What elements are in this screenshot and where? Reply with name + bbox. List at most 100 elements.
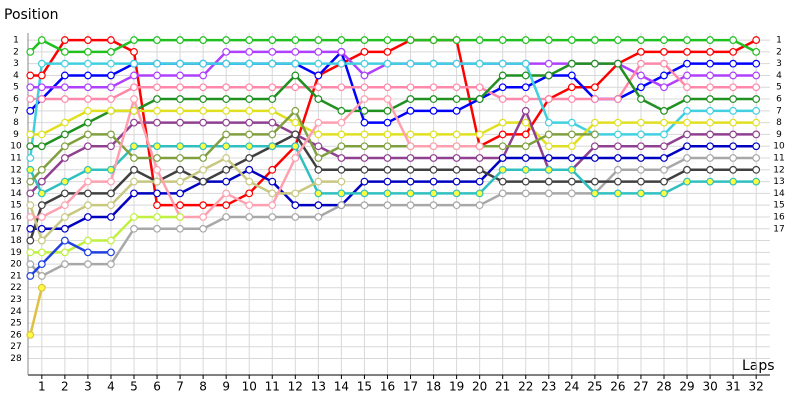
lap-marker bbox=[729, 142, 738, 151]
lap-marker bbox=[245, 142, 254, 151]
x-tick-label: 13 bbox=[311, 380, 326, 394]
lap-marker bbox=[314, 95, 323, 103]
lap-marker bbox=[683, 36, 691, 44]
lap-marker bbox=[107, 142, 115, 151]
lap-marker bbox=[752, 165, 761, 174]
y-tick-label: 13 bbox=[10, 177, 21, 187]
lap-marker bbox=[130, 189, 138, 198]
lap-marker bbox=[176, 224, 184, 233]
lap-marker bbox=[153, 106, 161, 115]
lap-marker bbox=[314, 201, 323, 210]
lap-marker bbox=[314, 130, 323, 139]
lap-marker bbox=[360, 47, 369, 56]
lap-marker bbox=[337, 130, 346, 139]
lap-marker bbox=[37, 71, 46, 80]
lap-marker bbox=[590, 130, 599, 139]
lap-marker bbox=[84, 213, 92, 221]
lap-marker bbox=[360, 201, 369, 210]
lap-marker bbox=[26, 177, 35, 186]
lap-marker bbox=[337, 36, 346, 44]
lap-marker bbox=[107, 59, 115, 68]
y-tick-label: 16 bbox=[10, 212, 22, 222]
lap-marker bbox=[291, 213, 300, 221]
lap-marker bbox=[706, 130, 714, 139]
lap-marker bbox=[107, 201, 115, 210]
lap-marker bbox=[153, 36, 161, 44]
y-tick-label: 19 bbox=[10, 248, 22, 258]
lap-marker bbox=[660, 130, 668, 139]
lap-marker bbox=[222, 83, 231, 92]
lap-marker bbox=[291, 36, 300, 44]
lap-marker bbox=[383, 95, 392, 103]
lap-marker bbox=[130, 47, 138, 56]
lap-marker bbox=[37, 260, 46, 269]
lap-marker bbox=[637, 130, 645, 139]
lap-marker bbox=[429, 201, 438, 210]
lap-marker bbox=[706, 106, 714, 115]
y-tick-label: 18 bbox=[10, 236, 22, 246]
lap-marker bbox=[360, 118, 369, 127]
y-right-tick-label: 7 bbox=[776, 106, 782, 116]
lap-marker bbox=[60, 71, 69, 80]
y-right-tick-label: 11 bbox=[773, 154, 784, 164]
lap-marker bbox=[429, 59, 438, 68]
lap-marker bbox=[176, 95, 184, 103]
lap-marker bbox=[498, 189, 507, 198]
lap-marker bbox=[590, 118, 599, 127]
lap-marker bbox=[337, 165, 346, 174]
lap-marker bbox=[107, 248, 115, 257]
lap-marker bbox=[130, 95, 138, 103]
lap-marker bbox=[222, 213, 231, 221]
lap-marker bbox=[590, 142, 599, 151]
lap-marker bbox=[452, 177, 461, 186]
lap-marker bbox=[245, 106, 254, 115]
lap-marker bbox=[452, 154, 461, 162]
y-tick-label: 3 bbox=[13, 59, 19, 69]
y-tick-label: 21 bbox=[10, 271, 21, 281]
x-tick-label: 3 bbox=[84, 380, 92, 394]
lap-marker bbox=[84, 201, 92, 210]
lap-marker bbox=[60, 47, 69, 56]
lap-marker bbox=[130, 154, 138, 162]
lap-marker bbox=[544, 130, 553, 139]
lap-marker bbox=[26, 189, 35, 198]
lap-marker bbox=[26, 47, 35, 56]
lap-marker bbox=[660, 189, 668, 198]
lap-marker bbox=[360, 71, 369, 80]
lap-marker bbox=[268, 189, 277, 198]
lap-marker bbox=[752, 154, 761, 162]
lap-marker bbox=[567, 59, 576, 68]
lap-marker bbox=[222, 130, 231, 139]
lap-marker bbox=[107, 83, 115, 92]
lap-marker bbox=[752, 83, 761, 92]
y-tick-label: 15 bbox=[10, 201, 21, 211]
lap-marker bbox=[84, 95, 92, 103]
lap-marker bbox=[752, 106, 761, 115]
y-right-tick-label: 9 bbox=[776, 130, 782, 140]
lap-marker bbox=[590, 189, 599, 198]
lap-marker bbox=[360, 36, 369, 44]
lap-marker bbox=[60, 236, 69, 245]
lap-marker bbox=[567, 165, 576, 174]
lap-marker bbox=[544, 189, 553, 198]
lap-marker bbox=[26, 260, 35, 269]
lap-marker bbox=[729, 165, 738, 174]
lap-marker bbox=[360, 95, 369, 103]
lap-marker bbox=[475, 95, 484, 103]
lap-marker bbox=[360, 165, 369, 174]
y-right-tick-label: 5 bbox=[776, 83, 782, 93]
lap-marker bbox=[637, 47, 645, 56]
lap-marker bbox=[660, 106, 668, 115]
lap-marker bbox=[567, 154, 576, 162]
lap-marker bbox=[521, 59, 530, 68]
lap-marker bbox=[199, 201, 208, 210]
lap-marker bbox=[637, 95, 645, 103]
x-tick-label: 19 bbox=[449, 380, 464, 394]
lap-marker bbox=[130, 59, 138, 68]
lap-marker bbox=[37, 95, 46, 103]
lap-marker bbox=[521, 36, 530, 44]
lap-marker bbox=[130, 71, 138, 80]
lap-marker bbox=[521, 189, 530, 198]
lap-marker bbox=[406, 106, 415, 115]
lap-marker bbox=[429, 95, 438, 103]
